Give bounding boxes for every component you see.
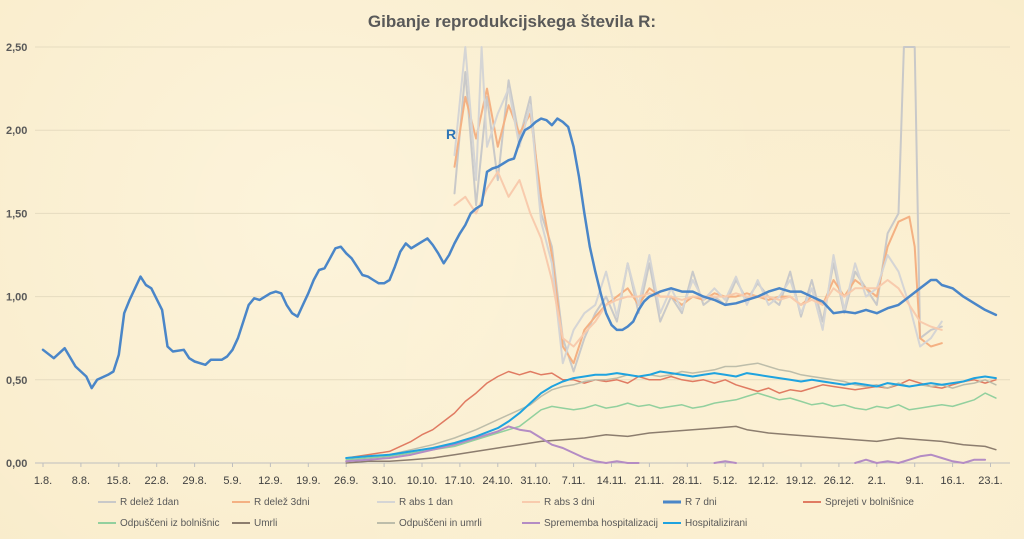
x-tick-label: 2.1.	[868, 475, 886, 487]
x-tick-label: 29.8.	[182, 475, 206, 487]
x-tick-label: 16.1.	[940, 475, 964, 487]
chart-title: Gibanje reprodukcijskega števila R:	[368, 12, 656, 31]
x-axis-ticks: 1.8. 8.8. 15.8. 22.8. 29.8. 5.9. 12.9. 19.9. 26.…	[34, 463, 1003, 487]
legend-item: Odpuščeni in umrli	[377, 518, 482, 529]
legend-label: Sprememba hospitalizacij	[544, 518, 658, 529]
x-tick-label: 19.9.	[296, 475, 320, 487]
x-tick-label: 26.9.	[334, 475, 358, 487]
x-tick-label: 24.10.	[483, 475, 514, 487]
x-tick-label: 12.9.	[258, 475, 282, 487]
legend-label: Umrli	[254, 518, 277, 529]
legend-item: Umrli	[232, 518, 277, 529]
x-tick-label: 5.9.	[223, 475, 241, 487]
legend-item: R delež 3dni	[232, 497, 310, 508]
x-tick-label: 31.10.	[520, 475, 551, 487]
legend-item: R abs 1 dan	[377, 497, 453, 508]
series-line-r-abs-3-dni	[453, 170, 943, 348]
x-tick-label: 9.1.	[906, 475, 924, 487]
legend-item: R delež 1dan	[98, 497, 179, 508]
legend-label: Sprejeti v bolnišnice	[825, 497, 914, 508]
y-tick-label: 2,00	[6, 125, 27, 137]
x-tick-label: 23.1.	[978, 475, 1002, 487]
series-line-umrli	[345, 425, 997, 464]
x-tick-label: 7.11.	[562, 475, 586, 487]
series-line-odpusceni-in-umrli	[345, 362, 997, 459]
gridlines	[35, 46, 1010, 464]
legend-label: R 7 dni	[685, 497, 717, 508]
series-line-sprememba-hospitalizacij	[345, 425, 640, 464]
x-tick-label: 28.11.	[672, 475, 702, 487]
x-tick-label: 14.11.	[597, 475, 627, 487]
x-tick-label: 17.10.	[445, 475, 476, 487]
series-line-odpusceni-iz-bolnisnic	[345, 392, 997, 461]
x-tick-label: 10.10.	[407, 475, 438, 487]
series-lines	[41, 46, 998, 464]
x-tick-label: 26.12.	[824, 475, 855, 487]
legend-item: Sprejeti v bolnišnice	[803, 497, 914, 508]
x-tick-label: 5.12.	[713, 475, 737, 487]
legend-item: Odpuščeni iz bolnišnic	[98, 518, 220, 529]
x-tick-label: 3.10.	[372, 475, 396, 487]
x-tick-label: 21.11.	[635, 475, 665, 487]
series-line-r-7-dni	[41, 117, 998, 390]
legend-item: Sprememba hospitalizacij	[522, 518, 658, 529]
series-line-r-delez-1dan	[453, 46, 943, 373]
y-tick-label: 0,00	[6, 458, 27, 470]
y-tick-label: 1,00	[6, 292, 27, 304]
legend-item: R 7 dni	[663, 497, 717, 508]
y-tick-label: 2,50	[6, 42, 27, 54]
legend-item: Hospitalizirani	[663, 518, 747, 529]
series-line-r-abs-1-dan	[453, 46, 943, 365]
legend-label: Odpuščeni iz bolnišnic	[120, 518, 220, 529]
x-tick-label: 22.8.	[144, 475, 168, 487]
y-tick-label: 0,50	[6, 375, 27, 387]
series-line-sprememba-hospitalizacij-segment	[854, 453, 987, 464]
x-tick-label: 1.8.	[34, 475, 52, 487]
x-tick-label: 15.8.	[107, 475, 131, 487]
legend-label: R abs 3 dni	[544, 497, 595, 508]
legend-label: R delež 1dan	[120, 497, 179, 508]
y-axis-ticks: 0,00 0,50 1,00 1,50 2,00 2,50	[6, 42, 27, 470]
legend-label: Odpuščeni in umrli	[399, 518, 482, 529]
series-line-sprememba-hospitalizacij-segment	[713, 460, 737, 464]
legend-label: R abs 1 dan	[399, 497, 453, 508]
r-annotation: R	[446, 126, 456, 142]
legend-label: R delež 3dni	[254, 497, 310, 508]
series-line-hospitalizirani	[345, 370, 997, 459]
x-tick-label: 12.12.	[748, 475, 779, 487]
y-tick-label: 1,50	[6, 208, 27, 220]
x-tick-label: 19.12.	[786, 475, 817, 487]
legend-label: Hospitalizirani	[685, 518, 747, 529]
legend: R delež 1dan R delež 3dni R abs 1 dan R abs…	[98, 497, 914, 529]
x-tick-label: 8.8.	[72, 475, 90, 487]
legend-item: R abs 3 dni	[522, 497, 595, 508]
